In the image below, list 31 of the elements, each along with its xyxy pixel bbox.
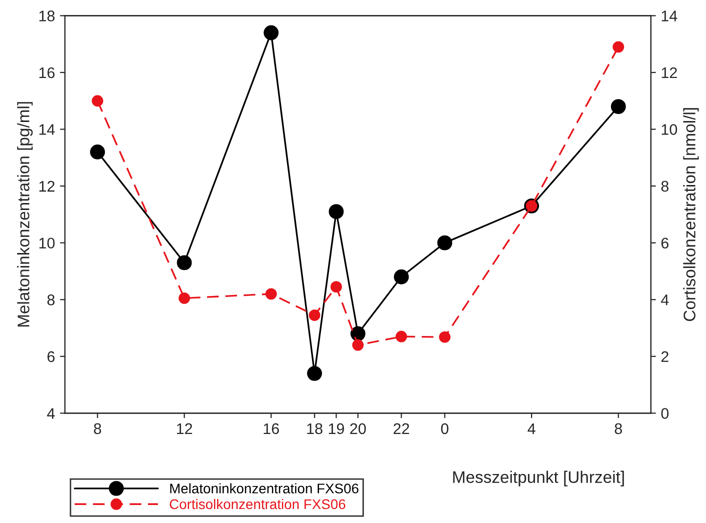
x-axis-title: Messzeitpunkt [Uhrzeit] [453, 470, 624, 486]
y2-tick-label: 8 [661, 180, 668, 192]
x-tick-label: 8 [94, 423, 102, 434]
y2-tick-label: 12 [662, 67, 677, 78]
x-tick-label: 16 [264, 423, 279, 434]
x-tick-label: 20 [350, 423, 366, 434]
y2-tick-label: 6 [661, 238, 668, 249]
y-tick-label: 18 [39, 10, 55, 22]
y-axis-title: Melatoninkonzentration [pg/ml] [17, 102, 33, 327]
y-tick-label: 8 [47, 294, 55, 306]
y2-tick-label: 4 [661, 294, 669, 306]
x-tick-label: 22 [394, 423, 410, 434]
y2-tick-label: 10 [662, 124, 678, 135]
y-tick-label: 12 [39, 180, 54, 192]
y2-tick-label: 0 [661, 408, 669, 419]
y2-axis-title: Cortisolkonzentration [nmol/l] [683, 108, 699, 322]
x-tick-label: 8 [614, 423, 622, 434]
y-tick-label: 6 [48, 351, 55, 362]
x-tick-label: 18 [307, 423, 322, 434]
text: Melatoninkonzentration FXS06 [170, 483, 358, 494]
x-tick-label: 19 [328, 423, 344, 434]
y-tick-label: 16 [39, 67, 55, 78]
x-tick-label: 4 [528, 423, 536, 434]
y-tick-label: 4 [47, 408, 55, 419]
y2-tick-label: 14 [662, 10, 678, 22]
text: Cortisolkonzentration FXS06 [170, 498, 346, 510]
x-tick-label: 12 [176, 423, 192, 434]
y-tick-label: 10 [39, 238, 55, 249]
y-tick-label: 14 [39, 124, 55, 135]
x-tick-label: 0 [441, 423, 448, 434]
y2-tick-label: 2 [661, 351, 668, 362]
